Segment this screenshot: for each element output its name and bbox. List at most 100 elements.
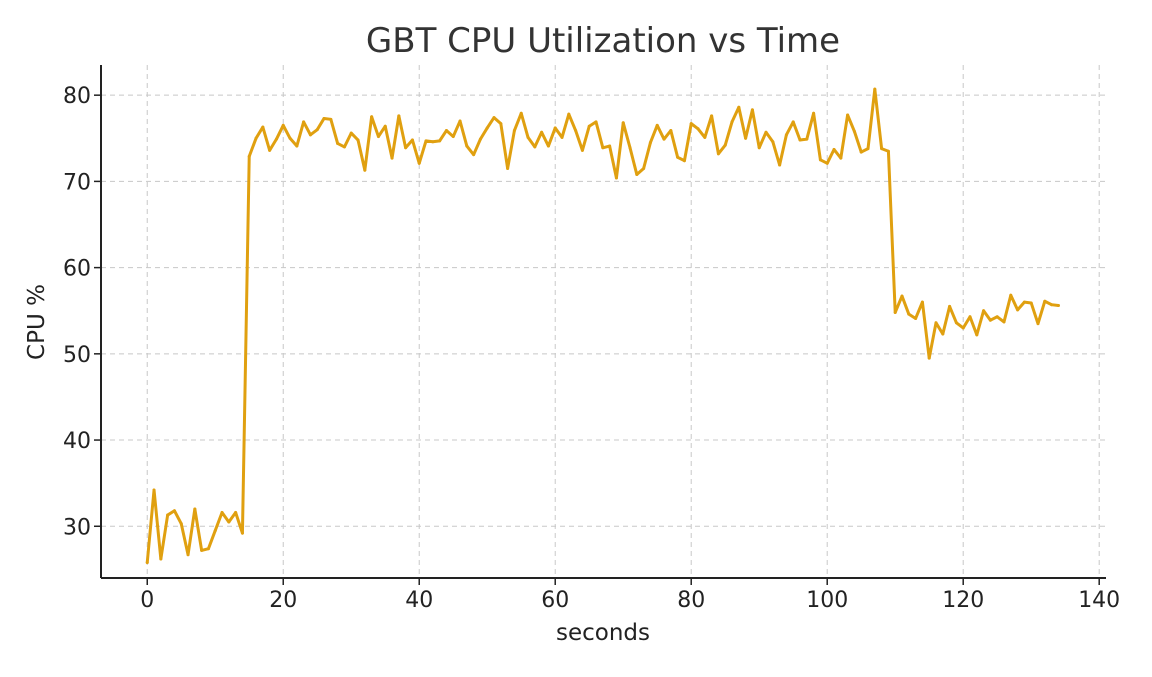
data-point	[227, 520, 231, 524]
x-tick-label: 20	[269, 588, 297, 613]
data-point	[852, 129, 856, 133]
series-layer	[145, 87, 1060, 564]
data-point	[356, 138, 360, 142]
data-point	[472, 153, 476, 157]
data-point	[880, 147, 884, 151]
y-tick-label: 60	[63, 257, 91, 282]
data-point	[261, 125, 265, 129]
data-point	[628, 146, 632, 150]
series-line	[145, 87, 1060, 564]
data-point	[342, 145, 346, 149]
data-point	[662, 137, 666, 141]
data-point	[689, 122, 693, 126]
x-tick-label: 0	[140, 588, 154, 613]
data-point	[465, 144, 469, 148]
data-point	[417, 161, 421, 165]
data-point	[424, 139, 428, 143]
data-point	[145, 560, 149, 564]
y-tick-label: 70	[63, 170, 91, 195]
data-point	[920, 300, 924, 304]
data-point	[907, 312, 911, 316]
data-point	[954, 321, 958, 325]
data-point	[825, 161, 829, 165]
data-point	[995, 315, 999, 319]
data-point	[900, 294, 904, 298]
data-point	[546, 144, 550, 148]
data-point	[1016, 308, 1020, 312]
data-point	[478, 137, 482, 141]
data-point	[744, 136, 748, 140]
data-point	[200, 548, 204, 552]
data-point	[798, 138, 802, 142]
data-point	[737, 105, 741, 109]
data-point	[349, 131, 353, 135]
data-point	[383, 124, 387, 128]
data-point	[730, 120, 734, 124]
data-point	[336, 141, 340, 145]
data-point	[397, 114, 401, 118]
data-point	[159, 557, 163, 561]
data-point	[818, 158, 822, 162]
data-point	[696, 127, 700, 131]
data-point	[329, 117, 333, 121]
y-axis-label: CPU %	[24, 284, 50, 360]
axes	[100, 65, 1106, 579]
data-point	[220, 510, 224, 514]
data-point	[859, 150, 863, 154]
data-point	[499, 122, 503, 126]
data-point	[723, 143, 727, 147]
data-point	[784, 133, 788, 137]
data-point	[519, 111, 523, 115]
data-point	[914, 316, 918, 320]
data-point	[1009, 293, 1013, 297]
data-point	[832, 147, 836, 151]
data-point	[961, 326, 965, 330]
data-point	[621, 121, 625, 125]
data-point	[614, 176, 618, 180]
data-point	[179, 522, 183, 526]
data-point	[172, 509, 176, 513]
data-point	[676, 155, 680, 159]
data-point	[302, 120, 306, 124]
data-point	[716, 152, 720, 156]
data-point	[254, 136, 258, 140]
data-point	[533, 145, 537, 149]
data-point	[506, 166, 510, 170]
data-point	[778, 163, 782, 167]
data-point	[587, 124, 591, 128]
data-point	[839, 156, 843, 160]
data-point	[444, 129, 448, 133]
data-point	[846, 113, 850, 117]
data-point	[1043, 299, 1047, 303]
data-point	[404, 146, 408, 150]
data-point	[601, 146, 605, 150]
data-point	[295, 144, 299, 148]
data-point	[526, 135, 530, 139]
data-point	[451, 135, 455, 139]
data-point	[152, 488, 156, 492]
data-point	[655, 123, 659, 127]
data-point	[866, 147, 870, 151]
x-tick-label: 40	[405, 588, 433, 613]
y-tick-label: 80	[63, 84, 91, 109]
data-point	[438, 139, 442, 143]
data-point	[580, 148, 584, 152]
data-point	[268, 148, 272, 152]
y-tick-label: 30	[63, 515, 91, 540]
data-point	[764, 130, 768, 134]
data-point	[594, 120, 598, 124]
data-point	[642, 166, 646, 170]
data-point	[757, 146, 761, 150]
data-point	[1029, 301, 1033, 305]
x-axis-label: seconds	[556, 620, 650, 646]
data-point	[608, 144, 612, 148]
data-point	[553, 126, 557, 130]
grid	[101, 65, 1106, 578]
data-point	[560, 135, 564, 139]
data-point	[370, 115, 374, 119]
data-point	[512, 129, 516, 133]
chart-title: GBT CPU Utilization vs Time	[366, 21, 840, 61]
data-point	[791, 120, 795, 124]
